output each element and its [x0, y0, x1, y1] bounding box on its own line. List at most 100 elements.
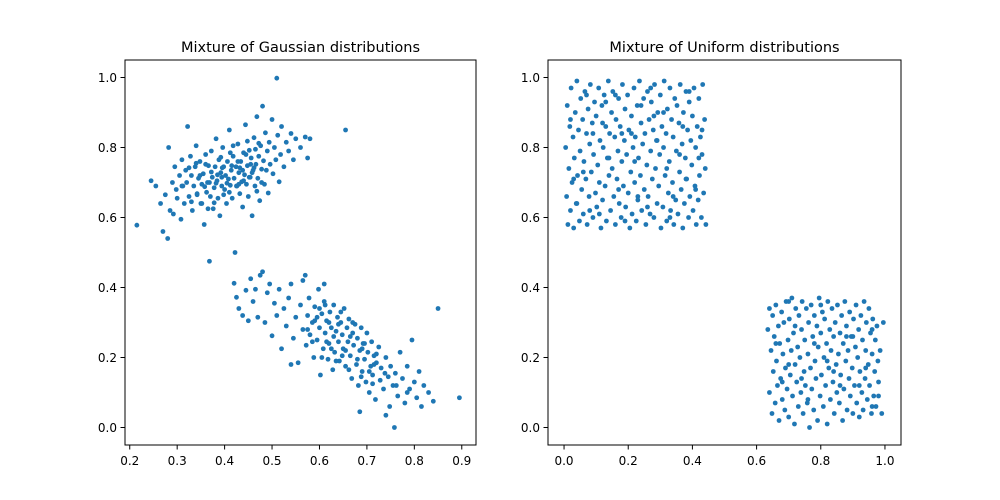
uniform-scatter-point: [564, 103, 570, 108]
gaussian-scatter-point: [336, 321, 341, 327]
uniform-scatter-point: [805, 397, 811, 402]
gaussian-scatter-point: [416, 369, 422, 374]
uniform-scatter-point: [621, 183, 626, 189]
gaussian-scatter-point: [173, 187, 179, 192]
uniform-scatter-point: [600, 197, 605, 203]
gaussian-scatter-point: [388, 363, 394, 369]
uniform-scatter-point: [856, 327, 862, 332]
uniform-scatter-point: [792, 362, 798, 367]
uniform-scatter-point: [571, 155, 577, 161]
gaussian-scatter-point: [213, 136, 219, 142]
uniform-scatter-point: [585, 106, 591, 112]
gaussian-scatter-point: [395, 393, 401, 399]
uniform-scatter-point: [697, 173, 702, 178]
uniform-scatter-point: [803, 306, 809, 311]
uniform-scatter-point: [852, 383, 857, 388]
gaussian-scatter-point: [317, 306, 322, 311]
uniform-scatter-point: [574, 201, 580, 206]
uniform-scatter-point: [621, 138, 627, 143]
gaussian-scatter-point: [208, 148, 214, 154]
gaussian-scatter-point: [327, 309, 333, 315]
uniform-scatter-point: [606, 173, 612, 178]
uniform-scatter-point: [863, 365, 869, 371]
gaussian-scatter-point: [252, 183, 258, 189]
uniform-scatter-point: [831, 369, 837, 374]
uniform-scatter-point: [693, 222, 699, 227]
uniform-scatter-point: [605, 78, 611, 84]
uniform-scatter-point: [815, 418, 820, 423]
gaussian-scatter-point: [366, 390, 372, 395]
gaussian-scatter-point: [209, 174, 215, 180]
uniform-scatter-point: [794, 379, 800, 385]
uniform-scatter-point: [860, 337, 865, 343]
gaussian-scatter-points: [134, 75, 462, 430]
uniform-x-tick-label: 0.2: [619, 454, 638, 468]
gaussian-scatter-point: [336, 339, 341, 345]
uniform-scatter-point: [566, 166, 572, 171]
gaussian-scatter-point: [305, 155, 311, 161]
uniform-scatter-point: [601, 92, 607, 98]
uniform-scatter-point: [661, 78, 667, 84]
uniform-scatter-point: [816, 295, 822, 301]
uniform-scatter-point: [695, 197, 701, 203]
uniform-scatter-point: [783, 365, 788, 371]
gaussian-scatter-point: [248, 155, 254, 161]
gaussian-scatter-point: [283, 323, 289, 329]
gaussian-scatter-point: [274, 313, 280, 318]
gaussian-scatter-point: [215, 195, 221, 201]
uniform-scatter-point: [609, 110, 614, 115]
gaussian-scatter-point: [184, 180, 190, 185]
uniform-scatter-point: [663, 131, 669, 136]
gaussian-scatter-point: [245, 318, 251, 324]
uniform-scatter-point: [644, 162, 650, 168]
gaussian-scatter-point: [276, 286, 282, 292]
uniform-scatter-point: [861, 299, 867, 304]
uniform-scatter-point: [797, 355, 803, 360]
uniform-scatter-point: [791, 330, 796, 336]
uniform-scatter-point: [574, 78, 580, 84]
gaussian-scatter-point: [242, 172, 247, 178]
uniform-x-tick-label: 0.8: [811, 454, 830, 468]
gaussian-scatter-point: [153, 183, 159, 189]
gaussian-scatter-point: [236, 306, 242, 311]
uniform-scatter-point: [612, 222, 618, 227]
gaussian-scatter-point: [364, 330, 370, 336]
uniform-scatter-point: [863, 348, 869, 353]
uniform-scatter-point: [820, 404, 826, 409]
uniform-scatter-point: [777, 341, 783, 346]
uniform-scatter-point: [842, 299, 848, 304]
uniform-scatter-point: [565, 222, 571, 227]
uniform-scatter-point: [658, 225, 664, 231]
gaussian-scatter-point: [306, 295, 312, 301]
gaussian-scatter-point: [347, 334, 353, 339]
uniform-scatter-point: [702, 166, 708, 171]
gaussian-scatter-point: [343, 127, 348, 133]
uniform-scatter-point: [856, 383, 862, 388]
uniform-scatter-point: [587, 82, 593, 87]
gaussian-scatter-point: [246, 147, 252, 153]
uniform-scatter-point: [765, 327, 771, 332]
uniform-scatter-point: [618, 215, 624, 220]
gaussian-scatter-point: [355, 383, 361, 388]
uniform-scatter-point: [701, 190, 707, 196]
uniform-scatter-point: [584, 222, 590, 227]
uniform-scatter-point: [626, 127, 632, 133]
gaussian-scatter-point: [191, 183, 197, 189]
gaussian-scatter-point: [343, 348, 348, 353]
uniform-scatter-point: [646, 117, 652, 122]
uniform-scatter-point: [837, 383, 843, 388]
gaussian-scatter-point: [288, 362, 294, 367]
gaussian-scatter-point: [318, 372, 323, 378]
gaussian-scatter-point: [365, 349, 371, 355]
gaussian-scatter-point: [255, 314, 261, 320]
uniform-scatter-point: [596, 211, 602, 217]
uniform-scatter-point: [824, 358, 830, 364]
gaussian-scatter-point: [272, 145, 277, 150]
uniform-scatter-point: [616, 96, 621, 101]
uniform-scatter-point: [595, 162, 601, 168]
gaussian-x-tick-label: 0.3: [168, 454, 187, 468]
uniform-scatter-point: [775, 383, 780, 388]
gaussian-scatter-point: [174, 195, 180, 201]
uniform-scatter-point: [600, 120, 605, 126]
uniform-scatter-point: [843, 358, 849, 364]
